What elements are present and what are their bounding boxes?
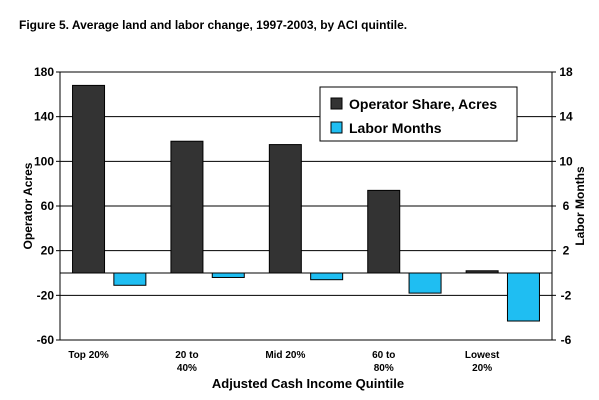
bar-labor-months [211,272,245,278]
bar-labor-months [310,272,344,281]
bar-labor-months [408,272,442,294]
y-tick-label: 60 [41,199,55,213]
bar-operator-acres [268,144,302,274]
x-tick-label: Mid 20% [265,350,305,361]
y2-tick-label: -6 [561,333,572,347]
y-tick-label: 140 [34,110,54,124]
bar-operator-acres [170,140,204,274]
bar-labor-months [506,272,540,322]
axes [56,71,556,341]
y-axis-title: Operator Acres [21,162,35,249]
x-tick-label: Lowest 20% [465,350,500,374]
bar-operator-acres [367,189,401,274]
y-tick-label: 20 [41,244,55,258]
x-axis-title: Adjusted Cash Income Quintile [212,376,404,391]
y2-axis-title: Labor Months [573,166,587,246]
x-tick-label: Top 20% [68,350,108,361]
legend-swatch [330,97,343,110]
y2-tick-label: 18 [559,65,573,79]
y-tick-label: -60 [37,333,55,347]
figure-title: Figure 5. Average land and labor change,… [19,18,408,32]
y2-tick-label: 6 [563,199,570,213]
tick-labels: 180 140 100 60 20 -20 -60 18 14 10 6 2 -2 -6 Top 20% 20… [34,65,573,374]
bars [72,84,540,322]
bar-labor-months [113,272,147,286]
y2-tick-label: 2 [563,244,570,258]
bar-operator-acres [72,84,106,274]
grid-lines [60,71,552,341]
legend: Operator Share, Acres Labor Months [319,86,518,142]
y-tick-label: -20 [37,288,55,302]
x-tick-label: 20 to 40% [175,350,198,374]
y-tick-label: 180 [34,65,54,79]
legend-swatch [330,121,343,134]
legend-box [319,86,518,142]
y2-tick-label: -2 [561,288,572,302]
x-tick-label: 60 to 80% [372,350,395,374]
y2-tick-label: 10 [559,154,573,168]
legend-label: Labor Months [349,120,442,136]
y2-tick-label: 14 [559,110,573,124]
legend-label: Operator Share, Acres [349,96,497,112]
y-tick-label: 100 [34,154,54,168]
